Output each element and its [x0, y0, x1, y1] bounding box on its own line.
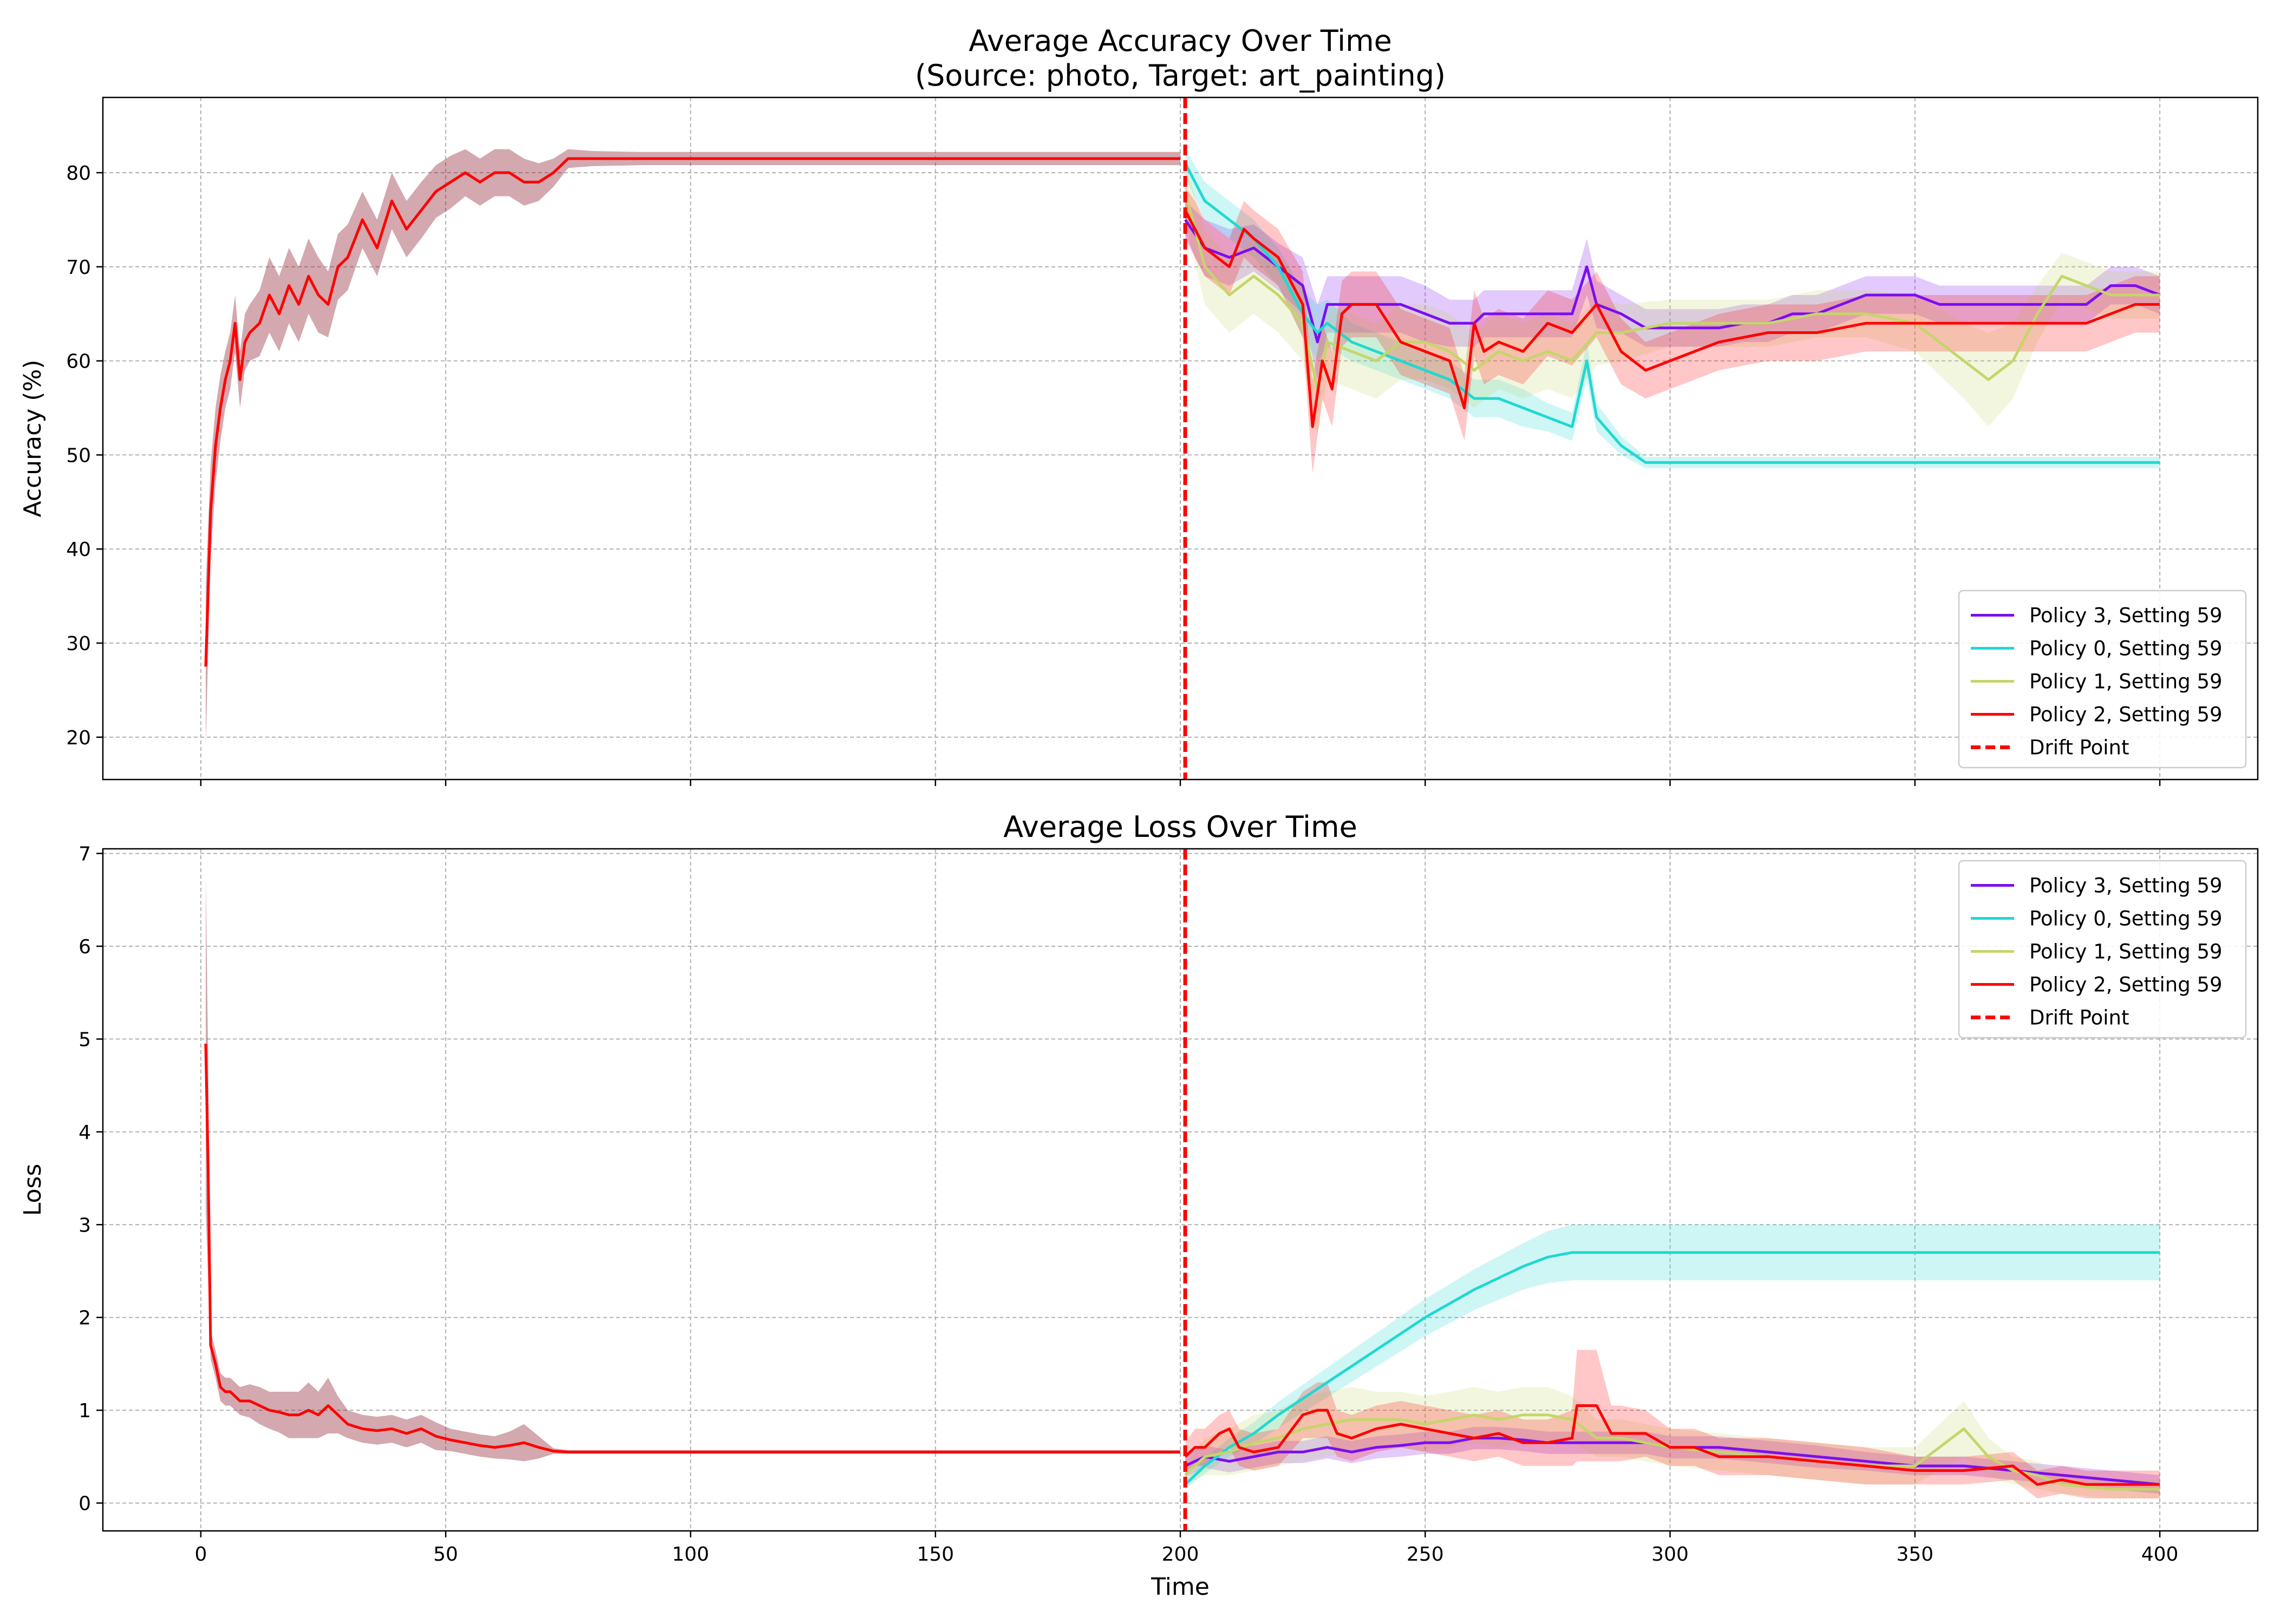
plot-area — [204, 876, 2160, 1498]
y-axis-label: Accuracy (%) — [19, 359, 47, 517]
chart-title: Average Accuracy Over Time — [969, 24, 1392, 58]
x-tick-label: 100 — [672, 1543, 709, 1566]
series-line-2 — [1184, 1413, 2160, 1491]
y-axis-label: Loss — [19, 1164, 47, 1216]
y-tick-label: 40 — [66, 539, 91, 561]
legend-entry: Policy 3, Setting 59 — [2029, 604, 2223, 627]
chart-title: (Source: photo, Target: art_painting) — [915, 58, 1446, 93]
y-tick-label: 5 — [79, 1029, 91, 1051]
y-tick-label: 1 — [79, 1400, 91, 1422]
series-band-1 — [1185, 149, 2160, 468]
series-line-1 — [1184, 162, 2160, 464]
pre-drift-line — [204, 157, 1180, 667]
grid — [103, 849, 2258, 1531]
legend-entry: Drift Point — [2029, 736, 2129, 759]
chart-panel-1: 0 50 100 150 200 250 300 350 400 0 1 2 3 4 5 6 7 Average … — [19, 810, 2259, 1601]
series-line-1 — [1184, 1251, 2160, 1486]
chart-panel-0: 20 30 40 50 60 70 80 Average Accuracy Over Time… — [19, 24, 2259, 786]
x-tick-label: 50 — [433, 1543, 458, 1566]
y-tick-label: 70 — [66, 257, 91, 279]
legend-entry: Policy 0, Setting 59 — [2029, 907, 2223, 931]
legend: Policy 3, Setting 59 Policy 0, Setting 59… — [1958, 590, 2247, 769]
y-tick-label: 7 — [79, 843, 91, 866]
plot-area — [204, 149, 2160, 747]
legend-entry: Policy 1, Setting 59 — [2029, 940, 2223, 964]
pre-drift-line — [204, 1043, 1180, 1453]
x-tick-label: 200 — [1162, 1543, 1199, 1566]
legend-entry: Policy 0, Setting 59 — [2029, 637, 2223, 660]
x-tick-label: 400 — [2141, 1543, 2179, 1566]
y-tick-label: 50 — [66, 444, 91, 467]
series-band-0 — [1185, 201, 2160, 380]
series-line-2 — [1184, 191, 2160, 391]
legend-entry: Policy 2, Setting 59 — [2029, 973, 2223, 997]
series-band-2 — [1185, 163, 2160, 436]
legend-box — [1958, 860, 2247, 1039]
legend: Policy 3, Setting 59 Policy 0, Setting 59… — [1958, 860, 2247, 1039]
y-tick-label: 20 — [66, 727, 91, 749]
x-tick-label: 150 — [917, 1543, 954, 1566]
x-axis-label: Time — [1151, 1573, 1210, 1601]
legend-entry: Policy 1, Setting 59 — [2029, 670, 2223, 693]
y-tick-label: 80 — [66, 162, 91, 185]
chart-title: Average Loss Over Time — [1003, 810, 1357, 844]
pre-drift-band — [205, 876, 1180, 1462]
legend-box — [1958, 590, 2247, 769]
y-tick-label: 2 — [79, 1307, 91, 1330]
legend-entry: Drift Point — [2029, 1006, 2129, 1030]
x-tick-label: 300 — [1651, 1543, 1689, 1566]
legend-entry: Policy 3, Setting 59 — [2029, 874, 2223, 898]
series-band-3 — [1185, 1350, 2160, 1498]
y-tick-label: 6 — [79, 936, 91, 958]
y-tick-label: 0 — [79, 1493, 91, 1515]
x-tick-label: 250 — [1407, 1543, 1444, 1566]
legend-entry: Policy 2, Setting 59 — [2029, 703, 2223, 726]
pre-drift-band — [205, 149, 1180, 747]
x-tick-label: 0 — [194, 1543, 207, 1566]
series-line-3 — [1184, 1404, 2160, 1486]
x-tick-label: 350 — [1896, 1543, 1933, 1566]
y-tick-label: 60 — [66, 351, 91, 373]
y-tick-label: 4 — [79, 1122, 91, 1144]
series-line-3 — [1184, 209, 2160, 428]
grid — [103, 97, 2258, 780]
series-line-0 — [1184, 219, 2160, 344]
series-band-1 — [1185, 1224, 2160, 1489]
series-band-3 — [1185, 187, 2160, 474]
ticks: 0 50 100 150 200 250 300 350 400 0 1 2 3 4 5 6 7 — [79, 843, 2178, 1566]
ticks: 20 30 40 50 60 70 80 — [66, 162, 2161, 786]
y-tick-label: 3 — [79, 1214, 91, 1236]
y-tick-label: 30 — [66, 633, 91, 655]
